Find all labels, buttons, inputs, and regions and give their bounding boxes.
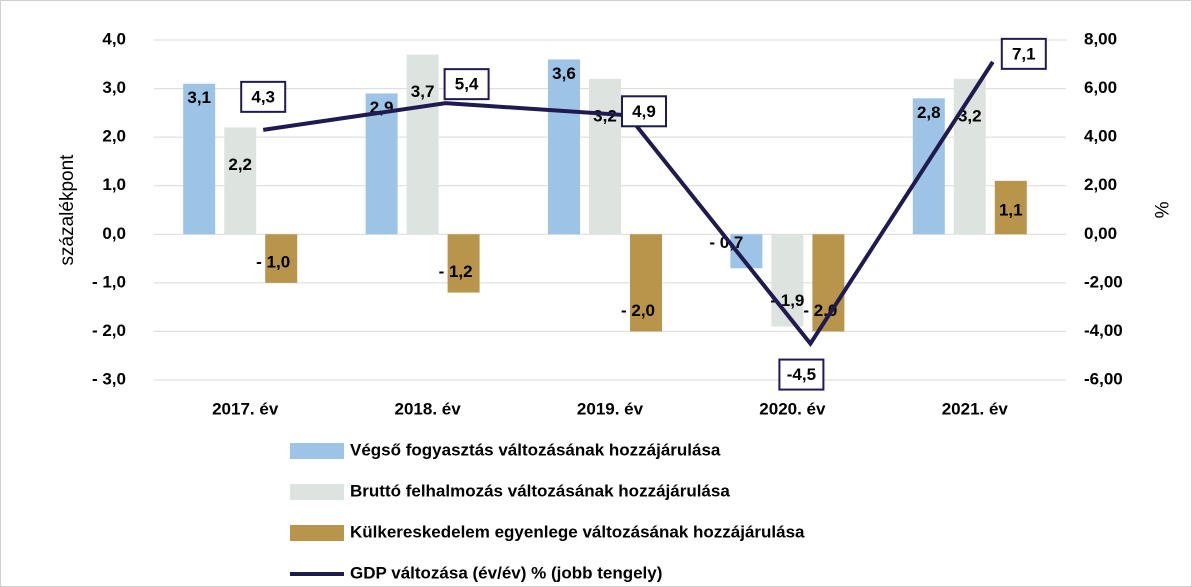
y2-tick-label: -6,00	[1084, 369, 1123, 388]
y-tick-label: 0,0	[102, 224, 126, 243]
data-label: 3,2	[593, 106, 617, 125]
bar	[183, 83, 216, 235]
data-label-box	[621, 95, 667, 128]
data-label: 4,3	[251, 87, 275, 106]
y-tick-label: 3,0	[102, 78, 126, 97]
y2-tick-label: 0,00	[1084, 224, 1117, 243]
data-label-box	[778, 358, 825, 391]
y2-tick-label: -2,00	[1084, 272, 1123, 291]
data-label: - 1,0	[256, 252, 290, 271]
y2-tick-label: 8,00	[1084, 29, 1117, 48]
bar	[994, 180, 1027, 235]
data-label-box	[1000, 37, 1047, 70]
legend-label: Végső fogyasztás változásának hozzájárul…	[350, 440, 721, 459]
bar	[912, 98, 945, 235]
y2-tick-label: 4,00	[1084, 127, 1117, 146]
data-label: 3,2	[958, 106, 982, 125]
bar	[589, 78, 621, 235]
data-label: 3,1	[187, 88, 211, 107]
data-label: 3,6	[552, 64, 576, 83]
legend-swatch	[290, 443, 344, 459]
x-tick-label: 2018. év	[395, 399, 462, 418]
x-tick-label: 2019. év	[577, 399, 644, 418]
x-tick-label: 2020. év	[759, 399, 826, 418]
legend-label: GDP változása (év/év) % (jobb tengely)	[350, 563, 662, 582]
legend-swatch	[290, 525, 344, 541]
y-axis-label: százalékpont	[57, 154, 78, 266]
y-tick-label: - 3,0	[92, 369, 126, 388]
bar	[548, 59, 580, 235]
y-tick-label: 2,0	[102, 127, 126, 146]
legend-label: Külkereskedelem egyenlege változásának h…	[350, 522, 805, 541]
bar	[365, 93, 398, 235]
data-label: 7,1	[1012, 44, 1036, 63]
bar	[953, 78, 986, 235]
data-label: 2,8	[917, 103, 941, 122]
legend-label: Bruttó felhalmozás változásának hozzájár…	[350, 481, 730, 500]
data-label-box	[240, 80, 287, 113]
data-label: 1,1	[999, 200, 1023, 219]
data-label: 5,4	[455, 75, 479, 94]
data-label: 2,2	[228, 155, 252, 174]
bar	[265, 234, 298, 283]
legend-swatch	[290, 484, 344, 500]
data-label-box	[443, 68, 490, 101]
y-tick-label: - 2,0	[92, 321, 126, 340]
bar	[406, 54, 439, 235]
y2-tick-label: 6,00	[1084, 78, 1117, 97]
y-tick-label: 1,0	[102, 175, 126, 194]
bar	[224, 127, 257, 235]
data-label: 3,7	[411, 82, 435, 101]
data-label: 4,9	[632, 102, 656, 121]
y-tick-label: - 1,0	[92, 272, 126, 291]
data-label: -4,5	[787, 365, 816, 384]
y2-axis-label: %	[1150, 202, 1171, 219]
bar	[447, 234, 480, 293]
bar	[771, 234, 804, 327]
x-tick-label: 2017. év	[212, 399, 279, 418]
y2-tick-label: 2,00	[1084, 175, 1117, 194]
y-tick-label: 4,0	[102, 29, 126, 48]
y2-tick-label: -4,00	[1084, 321, 1123, 340]
data-label: - 1,2	[439, 262, 473, 281]
x-tick-label: 2021. év	[942, 399, 1009, 418]
data-label: - 2,0	[621, 301, 655, 320]
bar	[630, 234, 662, 332]
